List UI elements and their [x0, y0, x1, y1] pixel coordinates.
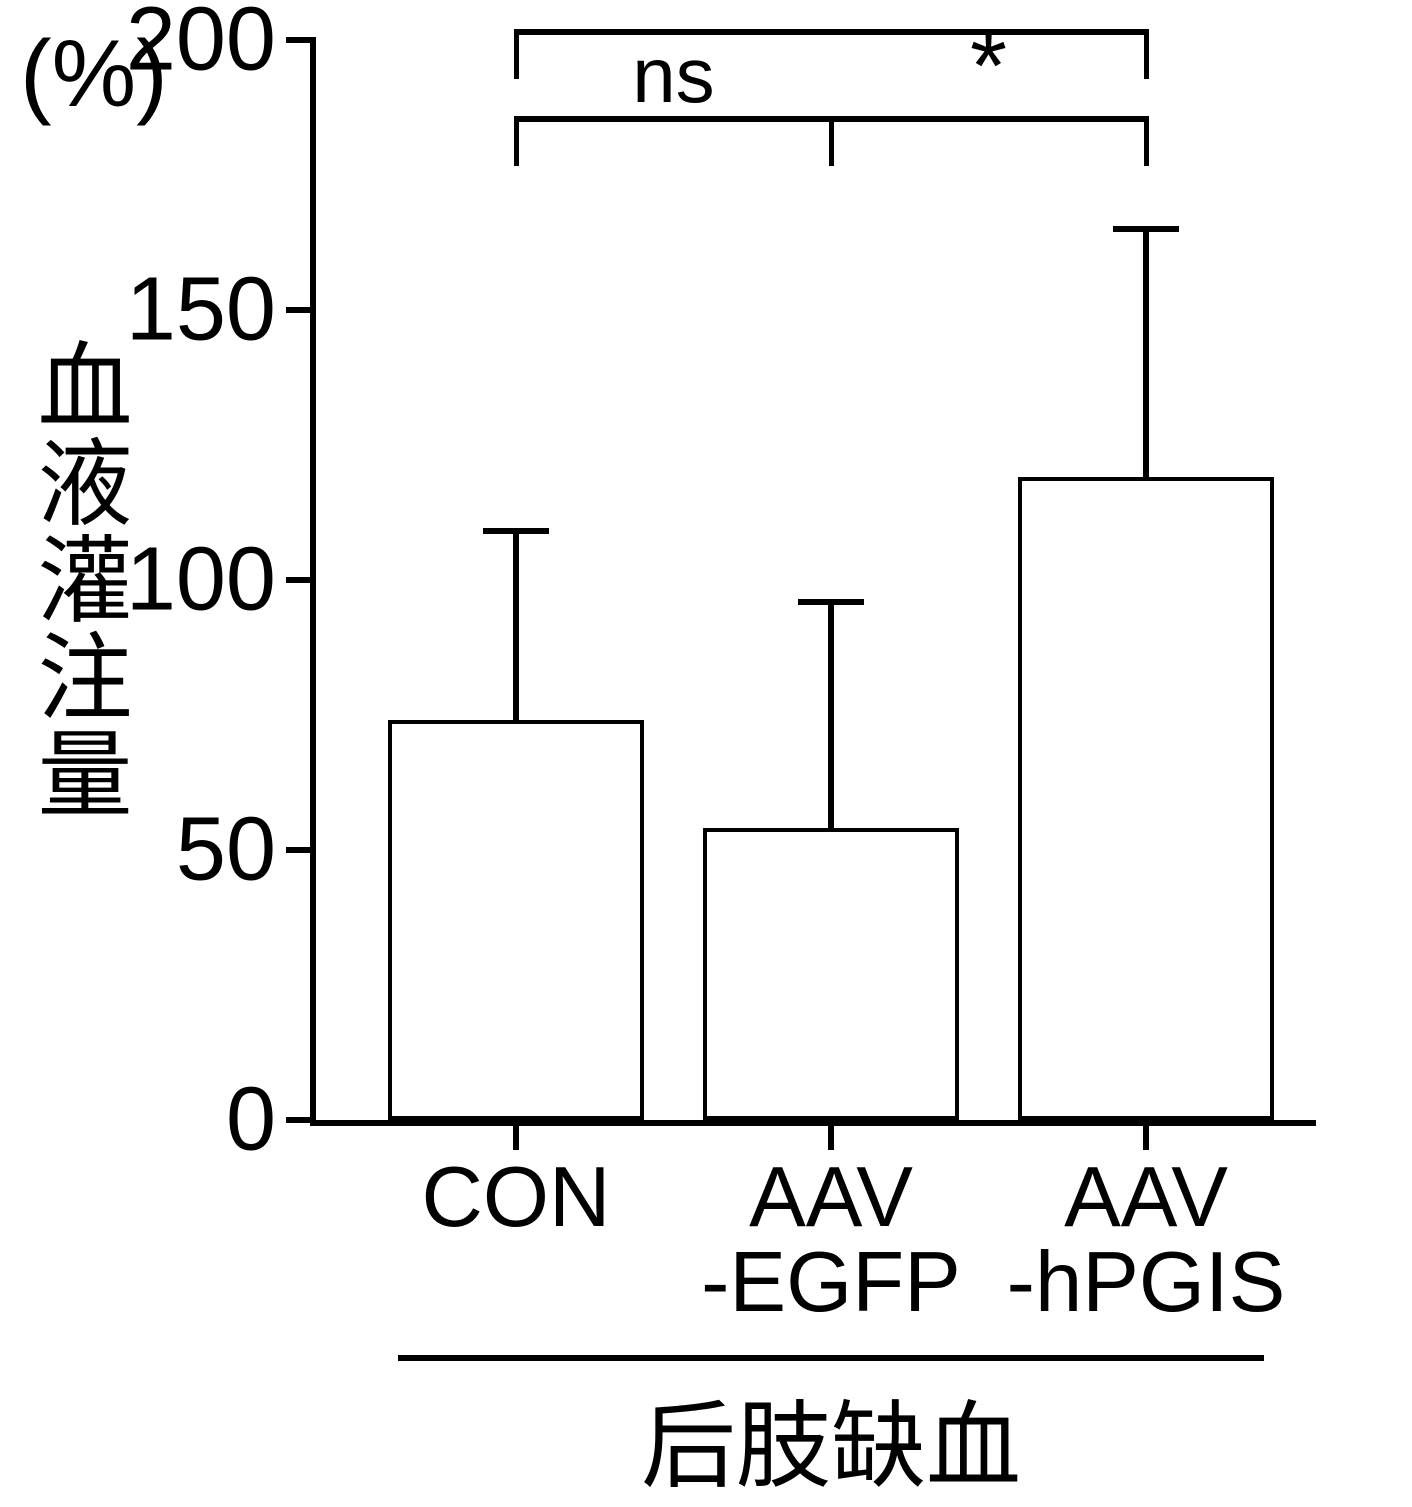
plot-area: 050100150200CONAAV-EGFPAAV-hPGISns**后肢缺血 [310, 40, 1316, 1126]
x-label: AAV-EGFP [661, 1155, 1001, 1325]
sig-bracket-v [514, 116, 519, 166]
y-axis-title: 血液灌注量 [35, 340, 135, 824]
error-bar-cap [798, 599, 864, 605]
y-tick-label: 50 [176, 799, 276, 902]
error-bar-cap [483, 528, 549, 534]
y-tick [286, 37, 316, 43]
x-label: CON [346, 1155, 686, 1240]
sig-bracket-v [1144, 116, 1149, 166]
sig-bracket-v [514, 29, 519, 79]
y-tick-label: 150 [126, 259, 276, 362]
sig-label: * [813, 0, 850, 34]
bar [703, 828, 960, 1120]
bar [1018, 477, 1275, 1120]
y-tick [286, 1117, 316, 1123]
sig-bracket-v [1144, 29, 1149, 79]
error-bar [1143, 229, 1149, 477]
x-tick [828, 1120, 834, 1150]
y-axis-title-text: 血液灌注量 [35, 340, 135, 824]
group-underline [398, 1355, 1265, 1361]
y-tick-label: 100 [126, 529, 276, 632]
x-tick [1143, 1120, 1149, 1150]
error-bar [513, 531, 519, 720]
x-label: AAV-hPGIS [976, 1155, 1316, 1325]
y-tick [286, 847, 316, 853]
sig-label: * [970, 12, 1007, 121]
error-bar-cap [1113, 226, 1179, 232]
sig-bracket-v [829, 116, 834, 166]
y-axis-unit: (%) [20, 20, 168, 129]
error-bar [828, 602, 834, 829]
y-tick [286, 307, 316, 313]
bar [388, 720, 645, 1120]
x-tick [513, 1120, 519, 1150]
y-tick [286, 577, 316, 583]
y-tick-label: 0 [226, 1069, 276, 1172]
sig-label: ns [632, 30, 714, 121]
chart-container: 050100150200CONAAV-EGFPAAV-hPGISns**后肢缺血… [0, 0, 1412, 1474]
group-title: 后肢缺血 [641, 1370, 1021, 1507]
